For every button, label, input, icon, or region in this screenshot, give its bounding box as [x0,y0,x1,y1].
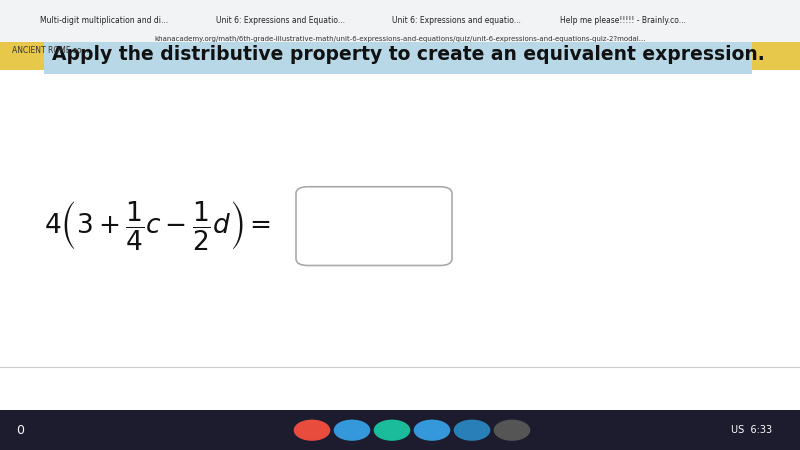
FancyBboxPatch shape [0,0,800,17]
Text: Apply the distributive property to create an equivalent expression.: Apply the distributive property to creat… [52,45,765,64]
Circle shape [334,420,370,440]
Text: Unit 6: Expressions and equatio...: Unit 6: Expressions and equatio... [392,16,521,25]
FancyBboxPatch shape [296,187,452,266]
Text: Unit 6: Expressions and Equatio...: Unit 6: Expressions and Equatio... [216,16,345,25]
Text: 0: 0 [16,424,24,436]
Text: ANCIENT ROME so...: ANCIENT ROME so... [12,46,89,55]
Text: Help me please!!!!! - Brainly.co...: Help me please!!!!! - Brainly.co... [560,16,686,25]
FancyBboxPatch shape [0,0,800,70]
Text: US  6:33: US 6:33 [731,425,772,435]
Text: $4\left(3 + \dfrac{1}{4}c - \dfrac{1}{2}d\right) =$: $4\left(3 + \dfrac{1}{4}c - \dfrac{1}{2}… [44,198,271,252]
Text: khanacademy.org/math/6th-grade-illustrative-math/unit-6-expressions-and-equation: khanacademy.org/math/6th-grade-illustrat… [154,36,646,42]
Circle shape [414,420,450,440]
FancyBboxPatch shape [44,35,752,74]
Circle shape [454,420,490,440]
FancyBboxPatch shape [0,70,800,410]
FancyBboxPatch shape [0,17,800,42]
Circle shape [294,420,330,440]
FancyBboxPatch shape [0,410,800,450]
Text: Multi-digit multiplication and di...: Multi-digit multiplication and di... [40,16,168,25]
Circle shape [494,420,530,440]
Circle shape [374,420,410,440]
